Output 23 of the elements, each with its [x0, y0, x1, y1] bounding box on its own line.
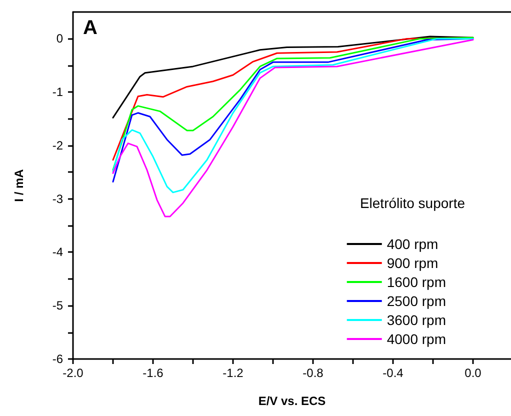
legend-title: Eletrólito suporte — [360, 195, 466, 211]
x-tick-label: -1.6 — [142, 366, 164, 380]
legend-label: 900 rpm — [386, 255, 438, 271]
x-tick-label: -0.8 — [302, 366, 324, 380]
y-tick-label: -2 — [52, 138, 64, 152]
x-axis-title: E/V vs. ECS — [258, 394, 326, 408]
legend-label: 1600 rpm — [386, 274, 446, 290]
x-tick-label: -0.4 — [382, 366, 404, 380]
legend-label: 400 rpm — [386, 236, 438, 252]
annotation: A — [83, 17, 98, 39]
y-tick-label: -5 — [52, 298, 64, 313]
x-tick-label: 0.0 — [464, 366, 482, 380]
y-tick-label: 0 — [56, 32, 64, 46]
legend-label: 4000 rpm — [386, 331, 446, 347]
y-tick-label: -3 — [52, 192, 64, 206]
legend-label: 3600 rpm — [386, 312, 446, 328]
legend-label: 2500 rpm — [386, 293, 446, 309]
x-tick-label: -2.0 — [62, 366, 84, 380]
y-tick-label: -1 — [52, 85, 64, 100]
x-tick-label: -1.2 — [222, 366, 244, 380]
y-tick-label: -6 — [52, 352, 64, 366]
y-axis-title: I / mA — [12, 168, 26, 202]
y-tick-label: -4 — [52, 245, 64, 260]
